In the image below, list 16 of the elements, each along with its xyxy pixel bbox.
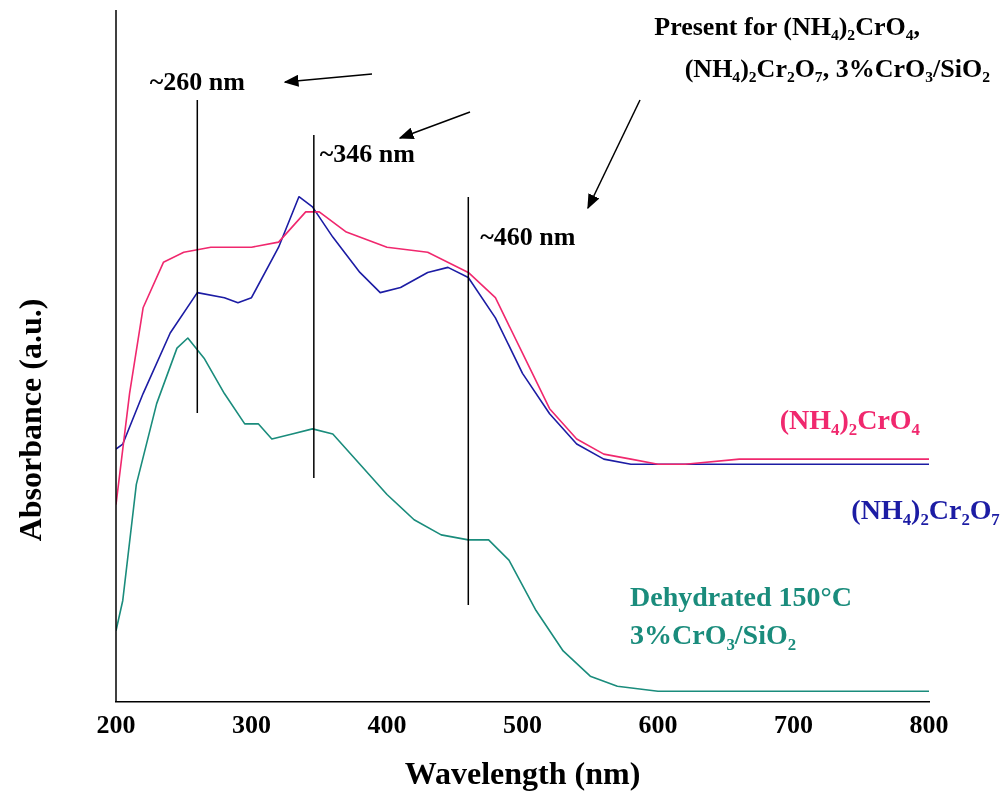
ref-line-label: ~260 nm [149,67,246,96]
y-axis-title: Absorbance (a.u.) [11,298,49,542]
ref-line-label: ~346 nm [319,139,416,168]
series-label: Dehydrated 150°C 3%CrO₃/SiO₂ [630,581,852,651]
x-tick-label: 300 [232,709,271,739]
ref-line-label: ~460 nm [480,222,576,251]
x-tick-label: 400 [367,709,407,739]
x-axis-title: Wavelength (nm) [404,755,641,792]
text: Present for (NH₄)₂CrO₄, (NH₄)₂Cr₂O₇, 3%CrO₃/SiO₂ [654,12,991,83]
series-label: (NH₄)₂Cr₂O₇ [851,494,1000,526]
x-tick-label: 600 [638,709,678,739]
x-tick-label: 800 [909,709,949,739]
x-tick-label: 200 [96,709,136,739]
series-label: (NH₄)₂CrO₄ [779,404,921,436]
x-tick-label: 500 [503,709,542,739]
x-tick-label: 700 [774,709,813,739]
